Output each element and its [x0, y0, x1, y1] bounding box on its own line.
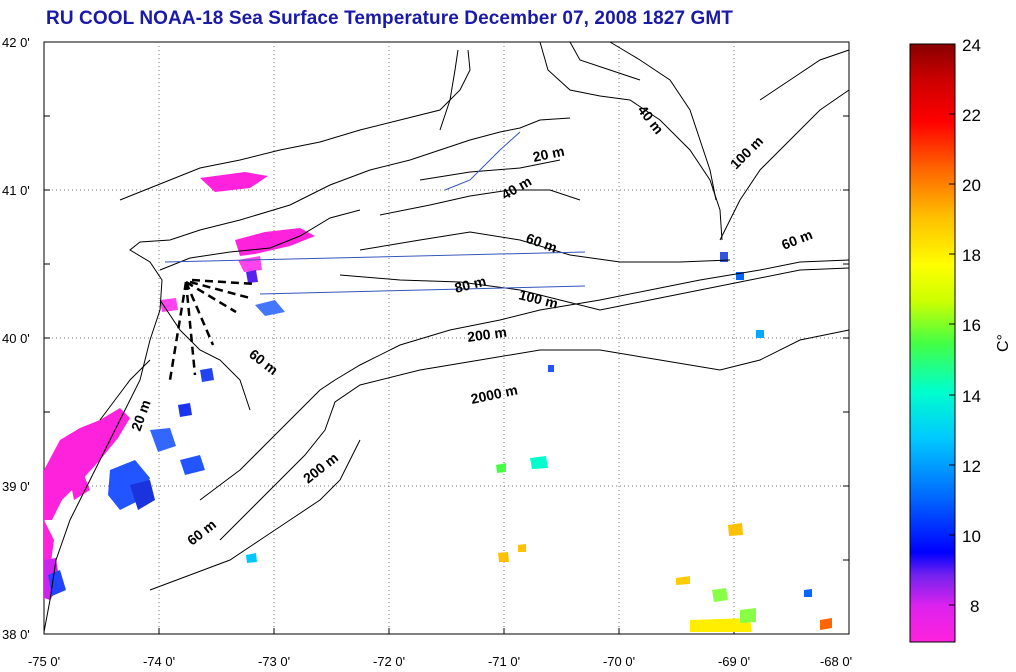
sst-pixels	[44, 172, 832, 632]
colorbar-tick: 8	[970, 597, 979, 616]
longitude-labels: -75 0' -74 0' -73 0' -72 0' -71 0' -70 0…	[28, 654, 852, 669]
lon-tick: -70 0'	[603, 654, 635, 669]
lon-tick: -75 0'	[28, 654, 60, 669]
lat-tick: 41 0'	[2, 183, 30, 198]
lon-tick: -69 0'	[718, 654, 750, 669]
colorbar: 24 22 20 18 16 14 12 10 8 C°	[909, 36, 1012, 643]
depth-label: 20 m	[531, 143, 566, 165]
lon-tick: -72 0'	[373, 654, 405, 669]
colorbar-tick: 14	[962, 387, 981, 406]
lat-tick: 42 0'	[2, 35, 30, 50]
lat-tick: 40 0'	[2, 331, 30, 346]
colorbar-tick: 16	[962, 316, 981, 335]
colorbar-tick: 12	[962, 457, 981, 476]
latitude-labels: 42 0' 41 0' 40 0' 39 0' 38 0'	[2, 35, 30, 642]
lon-tick: -71 0'	[488, 654, 520, 669]
graticule	[44, 42, 849, 634]
bathymetry-contours	[149, 159, 850, 591]
depth-label: 80 m	[453, 273, 488, 296]
codar-sector-lines	[168, 278, 256, 381]
depth-label: 200 m	[466, 324, 508, 345]
lon-tick: -68 0'	[820, 654, 852, 669]
glider-tracks	[164, 131, 586, 295]
colorbar-tick: 10	[962, 527, 981, 546]
coastline	[43, 41, 850, 633]
lat-tick: 38 0'	[2, 627, 30, 642]
map-title: RU COOL NOAA-18 Sea Surface Temperature …	[46, 8, 734, 29]
colorbar-tick: 24	[962, 36, 981, 55]
colorbar-gradient	[909, 43, 956, 643]
lon-tick: -73 0'	[258, 654, 290, 669]
colorbar-tick: 18	[962, 246, 981, 265]
colorbar-unit-label: C°	[995, 334, 1012, 352]
colorbar-tick: 20	[962, 176, 981, 195]
colorbar-tick: 22	[962, 106, 981, 125]
lon-tick: -74 0'	[143, 654, 175, 669]
lat-tick: 39 0'	[2, 479, 30, 494]
